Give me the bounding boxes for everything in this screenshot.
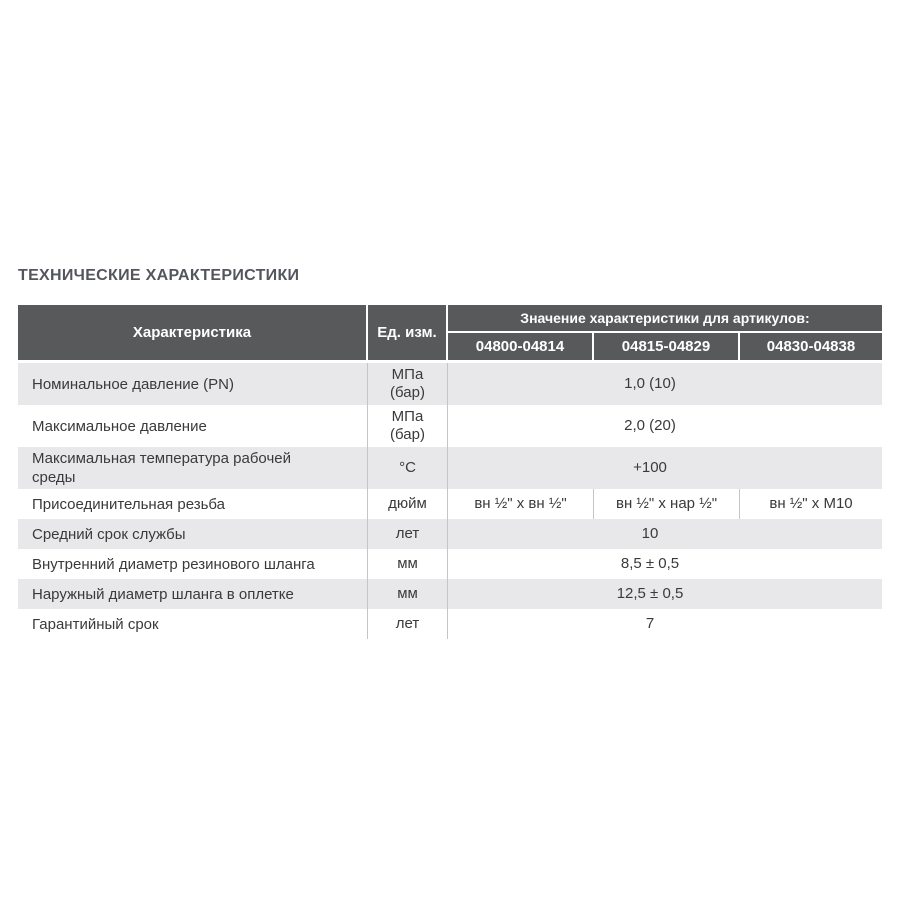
- row-unit: °С: [368, 447, 448, 489]
- row-characteristic: Гарантийный срок: [18, 609, 368, 639]
- header-article-range-1: 04800-04814: [448, 333, 594, 360]
- row-unit: МПа (бар): [368, 405, 448, 447]
- row-unit: дюйм: [368, 489, 448, 519]
- row-value: 10: [641, 525, 659, 542]
- row-value: 8,5 ± 0,5: [620, 555, 680, 572]
- table-row-nominal-pressure: Номинальное давление (PN) МПа (бар) 1,0 …: [18, 363, 882, 405]
- row-unit: мм: [368, 579, 448, 609]
- row-characteristic: Максимальная температура рабочей среды: [18, 447, 368, 489]
- row-value: 12,5 ± 0,5: [616, 585, 684, 602]
- row-value: +100: [633, 459, 667, 476]
- table-row-service-life: Средний срок службы лет 10: [18, 519, 882, 549]
- table-row-max-temperature: Максимальная температура рабочей среды °…: [18, 447, 882, 489]
- header-values-group: Значение характеристики для артикулов:: [448, 305, 882, 333]
- row-unit: МПа (бар): [368, 363, 448, 405]
- table-row-max-pressure: Максимальное давление МПа (бар) 2,0 (20): [18, 405, 882, 447]
- row-value: 1,0 (10): [624, 375, 676, 392]
- section-title: ТЕХНИЧЕСКИЕ ХАРАКТЕРИСТИКИ: [18, 267, 300, 284]
- header-article-range-3: 04830-04838: [766, 338, 856, 355]
- header-unit: Ед. изм.: [368, 305, 448, 360]
- row-characteristic: Присоединительная резьба: [18, 489, 368, 519]
- row-value: 2,0 (20): [624, 417, 676, 434]
- row-unit: мм: [368, 549, 448, 579]
- spec-table: Характеристика Ед. изм. Значение характе…: [18, 305, 882, 639]
- row-characteristic: Внутренний диаметр резинового шланга: [18, 549, 368, 579]
- row-unit: лет: [368, 609, 448, 639]
- row-value: 7: [645, 615, 655, 632]
- row-characteristic: Максимальное давление: [18, 405, 368, 447]
- row-unit: лет: [368, 519, 448, 549]
- table-body: Номинальное давление (PN) МПа (бар) 1,0 …: [18, 363, 882, 639]
- row-characteristic: Наружный диаметр шланга в оплетке: [18, 579, 368, 609]
- table-row-warranty: Гарантийный срок лет 7: [18, 609, 882, 639]
- header-characteristic: Характеристика: [18, 305, 368, 360]
- row-characteristic: Номинальное давление (PN): [18, 363, 368, 405]
- table-header: Характеристика Ед. изм. Значение характе…: [18, 305, 882, 360]
- header-article-range-2: 04815-04829: [594, 333, 740, 360]
- row-value-article-1: вн ½" х вн ½": [448, 489, 594, 519]
- table-row-outer-diameter: Наружный диаметр шланга в оплетке мм 12,…: [18, 579, 882, 609]
- row-value-article-3: вн ½" х М10: [769, 495, 853, 512]
- table-row-inner-diameter: Внутренний диаметр резинового шланга мм …: [18, 549, 882, 579]
- row-characteristic: Средний срок службы: [18, 519, 368, 549]
- table-row-thread: Присоединительная резьба дюйм вн ½" х вн…: [18, 489, 882, 519]
- row-value-article-2: вн ½" х нар ½": [594, 489, 740, 519]
